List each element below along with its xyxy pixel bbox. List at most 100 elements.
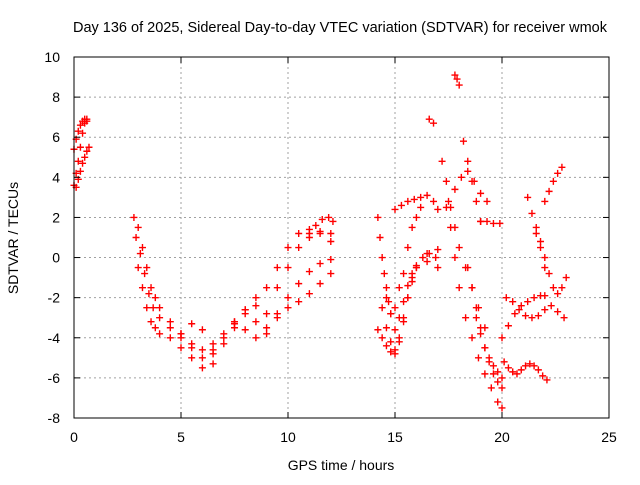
data-series bbox=[425, 115, 438, 127]
plus-marker bbox=[252, 334, 260, 342]
data-series bbox=[445, 167, 491, 205]
plus-marker bbox=[134, 223, 142, 231]
plus-marker bbox=[400, 298, 408, 306]
plus-marker bbox=[295, 298, 303, 306]
plus-marker bbox=[263, 330, 271, 338]
plus-marker bbox=[522, 362, 530, 370]
plus-marker bbox=[472, 304, 480, 312]
plus-marker bbox=[327, 238, 335, 246]
plus-marker bbox=[305, 268, 313, 276]
data-marks bbox=[70, 71, 570, 412]
plus-marker bbox=[400, 318, 408, 326]
y-tick-label: 2 bbox=[52, 209, 60, 225]
plus-marker bbox=[166, 318, 174, 326]
plus-marker bbox=[489, 362, 497, 370]
plus-marker bbox=[391, 326, 399, 334]
data-series bbox=[459, 137, 485, 225]
x-tick-label: 5 bbox=[177, 429, 185, 445]
plus-marker bbox=[209, 346, 217, 354]
plus-marker bbox=[156, 314, 164, 322]
plus-marker bbox=[316, 260, 324, 268]
plus-marker bbox=[209, 360, 217, 368]
plus-marker bbox=[524, 298, 532, 306]
plus-marker bbox=[489, 219, 497, 227]
plus-marker bbox=[305, 290, 313, 298]
plus-marker bbox=[432, 254, 440, 262]
plus-marker bbox=[273, 284, 281, 292]
plus-marker bbox=[511, 310, 519, 318]
data-series bbox=[209, 270, 335, 354]
plus-marker bbox=[451, 71, 459, 79]
plus-marker bbox=[434, 205, 442, 213]
plus-marker bbox=[391, 350, 399, 358]
plus-marker bbox=[325, 213, 333, 221]
x-tick-label: 20 bbox=[494, 429, 510, 445]
plus-marker bbox=[143, 304, 151, 312]
plus-marker bbox=[562, 274, 570, 282]
data-series bbox=[541, 163, 566, 205]
data-series bbox=[477, 217, 504, 227]
plus-marker bbox=[534, 366, 542, 374]
plus-marker bbox=[198, 346, 206, 354]
y-tick-label: -6 bbox=[48, 370, 61, 386]
plus-marker bbox=[494, 368, 502, 376]
plus-marker bbox=[528, 314, 536, 322]
plus-marker bbox=[404, 294, 412, 302]
plus-marker bbox=[455, 284, 463, 292]
x-tick-label: 15 bbox=[387, 429, 403, 445]
plus-marker bbox=[412, 262, 420, 270]
plus-marker bbox=[483, 217, 491, 225]
plus-marker bbox=[231, 318, 238, 326]
plus-marker bbox=[430, 119, 438, 127]
plus-marker bbox=[485, 354, 493, 362]
plus-marker bbox=[316, 280, 324, 288]
plus-marker bbox=[545, 270, 553, 278]
data-series bbox=[500, 358, 551, 384]
plus-marker bbox=[374, 213, 382, 221]
data-series bbox=[391, 191, 442, 213]
plus-marker bbox=[419, 254, 427, 262]
plus-marker bbox=[417, 193, 425, 201]
plus-marker bbox=[136, 250, 144, 258]
plus-marker bbox=[378, 334, 386, 342]
plus-marker bbox=[423, 191, 431, 199]
plus-marker bbox=[549, 284, 557, 292]
plus-marker bbox=[517, 366, 525, 374]
plus-marker bbox=[423, 258, 431, 266]
plus-marker bbox=[539, 372, 547, 380]
plus-marker bbox=[81, 153, 89, 161]
y-axis-label: SDTVAR / TECUs bbox=[5, 182, 21, 294]
plus-marker bbox=[74, 127, 82, 135]
plus-marker bbox=[151, 294, 159, 302]
plus-marker bbox=[376, 234, 384, 241]
plus-marker bbox=[378, 254, 386, 262]
plus-marker bbox=[541, 306, 549, 314]
plus-marker bbox=[472, 314, 480, 322]
plus-marker bbox=[145, 290, 153, 298]
plus-marker bbox=[464, 167, 472, 175]
plus-marker bbox=[434, 246, 442, 254]
plus-marker bbox=[263, 310, 271, 318]
plus-marker bbox=[494, 398, 502, 406]
plus-marker bbox=[79, 159, 87, 167]
plus-marker bbox=[391, 205, 399, 213]
data-series bbox=[374, 213, 395, 318]
plus-marker bbox=[558, 163, 566, 171]
plus-marker bbox=[312, 221, 320, 229]
plus-marker bbox=[74, 157, 82, 165]
plus-marker bbox=[528, 209, 536, 217]
plus-marker bbox=[560, 314, 568, 322]
plus-marker bbox=[305, 229, 313, 237]
plus-marker bbox=[252, 318, 260, 326]
plus-marker bbox=[83, 147, 91, 155]
plus-marker bbox=[438, 157, 446, 165]
plus-marker bbox=[209, 340, 217, 348]
plus-marker bbox=[387, 338, 395, 346]
plus-marker bbox=[434, 264, 442, 272]
plus-marker bbox=[554, 290, 562, 298]
plus-marker bbox=[447, 223, 455, 231]
data-series bbox=[382, 258, 442, 334]
x-tick-label: 25 bbox=[601, 429, 617, 445]
plus-marker bbox=[430, 197, 438, 205]
